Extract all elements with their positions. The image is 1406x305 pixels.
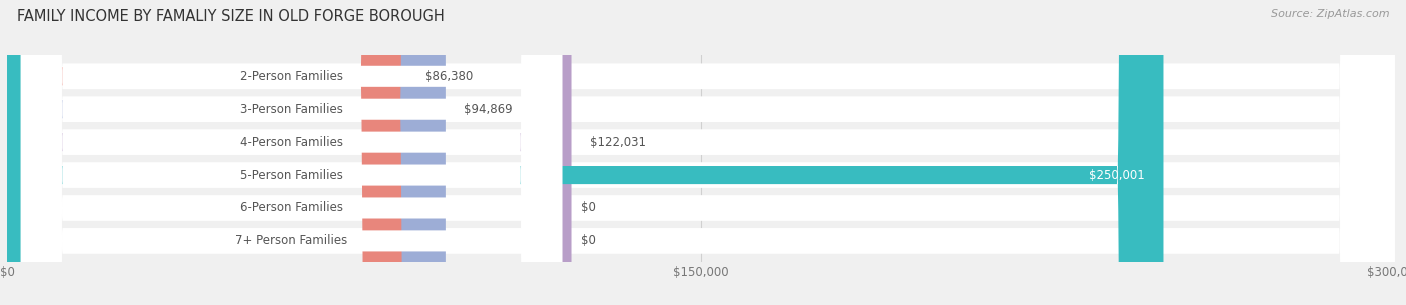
FancyBboxPatch shape	[21, 0, 562, 305]
Text: 6-Person Families: 6-Person Families	[240, 202, 343, 214]
Text: 5-Person Families: 5-Person Families	[240, 169, 343, 181]
Text: $86,380: $86,380	[425, 70, 474, 83]
FancyBboxPatch shape	[7, 0, 1395, 305]
FancyBboxPatch shape	[21, 0, 562, 305]
FancyBboxPatch shape	[7, 0, 1395, 305]
FancyBboxPatch shape	[7, 0, 1395, 305]
FancyBboxPatch shape	[7, 0, 406, 305]
FancyBboxPatch shape	[21, 0, 562, 305]
FancyBboxPatch shape	[21, 0, 562, 305]
Text: $250,001: $250,001	[1090, 169, 1144, 181]
FancyBboxPatch shape	[7, 0, 1164, 305]
Text: $0: $0	[581, 235, 596, 247]
FancyBboxPatch shape	[7, 0, 571, 305]
FancyBboxPatch shape	[7, 0, 1395, 305]
Text: $122,031: $122,031	[591, 136, 645, 149]
Text: $0: $0	[581, 202, 596, 214]
FancyBboxPatch shape	[7, 0, 446, 305]
Text: 3-Person Families: 3-Person Families	[240, 103, 343, 116]
FancyBboxPatch shape	[21, 0, 562, 305]
FancyBboxPatch shape	[7, 0, 1395, 305]
Text: 4-Person Families: 4-Person Families	[240, 136, 343, 149]
Text: $94,869: $94,869	[464, 103, 513, 116]
Text: Source: ZipAtlas.com: Source: ZipAtlas.com	[1271, 9, 1389, 19]
Text: 7+ Person Families: 7+ Person Families	[235, 235, 347, 247]
Text: FAMILY INCOME BY FAMALIY SIZE IN OLD FORGE BOROUGH: FAMILY INCOME BY FAMALIY SIZE IN OLD FOR…	[17, 9, 444, 24]
FancyBboxPatch shape	[21, 0, 562, 305]
FancyBboxPatch shape	[7, 0, 1395, 305]
Text: 2-Person Families: 2-Person Families	[240, 70, 343, 83]
